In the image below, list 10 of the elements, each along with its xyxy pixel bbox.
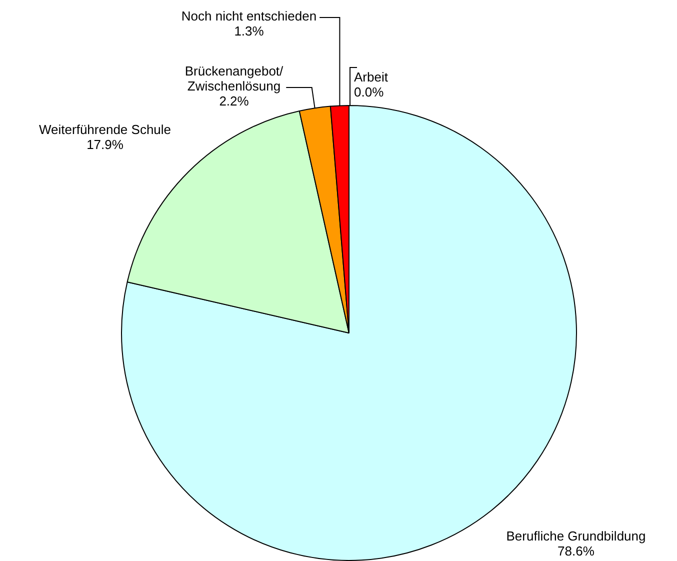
slice-label: Weiterführende Schule — [39, 122, 172, 137]
slice-label: Brückenangebot/ Zwischenlösung — [184, 64, 284, 94]
category-label: Arbeit — [354, 70, 388, 85]
data-label: 2.2% — [219, 94, 250, 109]
data-label: 17.9% — [86, 136, 124, 152]
data-label: 1.3% — [234, 24, 264, 39]
slice-label: Noch nicht entschieden — [181, 8, 317, 24]
text: 0.0% — [354, 84, 384, 100]
slice-label: Berufliche Grundbildung — [506, 528, 646, 544]
data-label: 78.6% — [558, 544, 595, 559]
